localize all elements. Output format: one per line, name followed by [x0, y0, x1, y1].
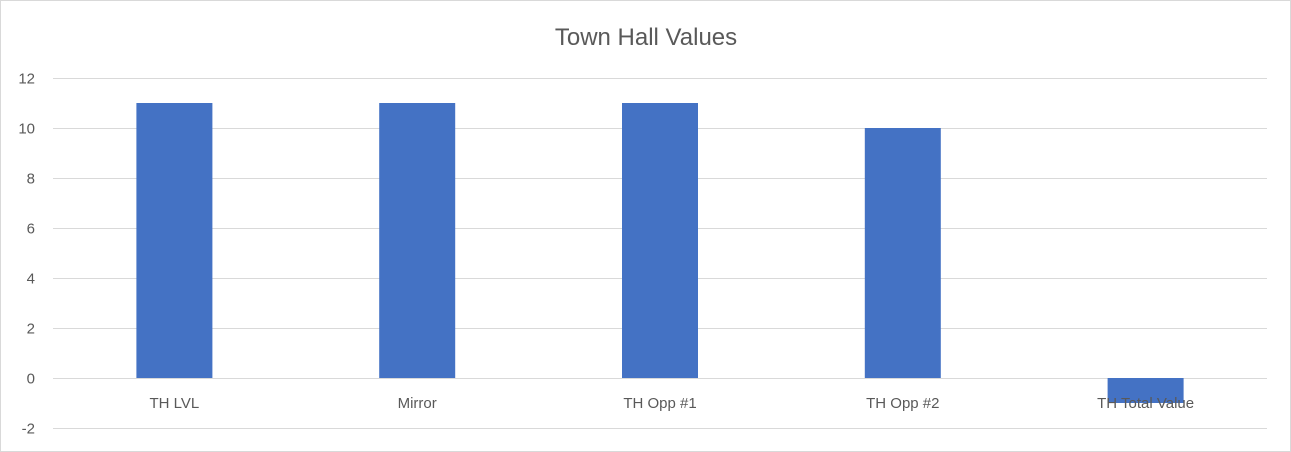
bar	[622, 103, 698, 378]
x-axis-labels: TH LVL Mirror TH Opp #1 TH Opp #2 TH Total V…	[150, 395, 1195, 412]
y-tick-label: 12	[18, 71, 35, 88]
y-tick-label: 4	[27, 271, 35, 288]
chart-title: Town Hall Values	[555, 24, 737, 51]
bars	[136, 103, 1184, 403]
x-tick-label: TH Opp #1	[623, 395, 696, 412]
y-tick-label: 8	[27, 171, 35, 188]
y-tick-label: 0	[27, 371, 35, 388]
y-tick-label: 2	[27, 321, 35, 338]
x-tick-label: TH LVL	[150, 395, 200, 412]
x-tick-label: TH Total Value	[1097, 395, 1194, 412]
bar	[864, 128, 941, 378]
x-tick-label: Mirror	[398, 395, 437, 412]
y-tick-label: -2	[22, 421, 35, 438]
bar	[379, 103, 456, 378]
y-tick-label: 6	[27, 221, 35, 238]
bar	[136, 103, 213, 378]
y-axis-ticks: -2 0 2 4 6 8 10 12	[18, 71, 35, 438]
bar	[1107, 378, 1184, 403]
y-tick-label: 10	[18, 121, 35, 138]
x-tick-label: TH Opp #2	[866, 395, 939, 412]
